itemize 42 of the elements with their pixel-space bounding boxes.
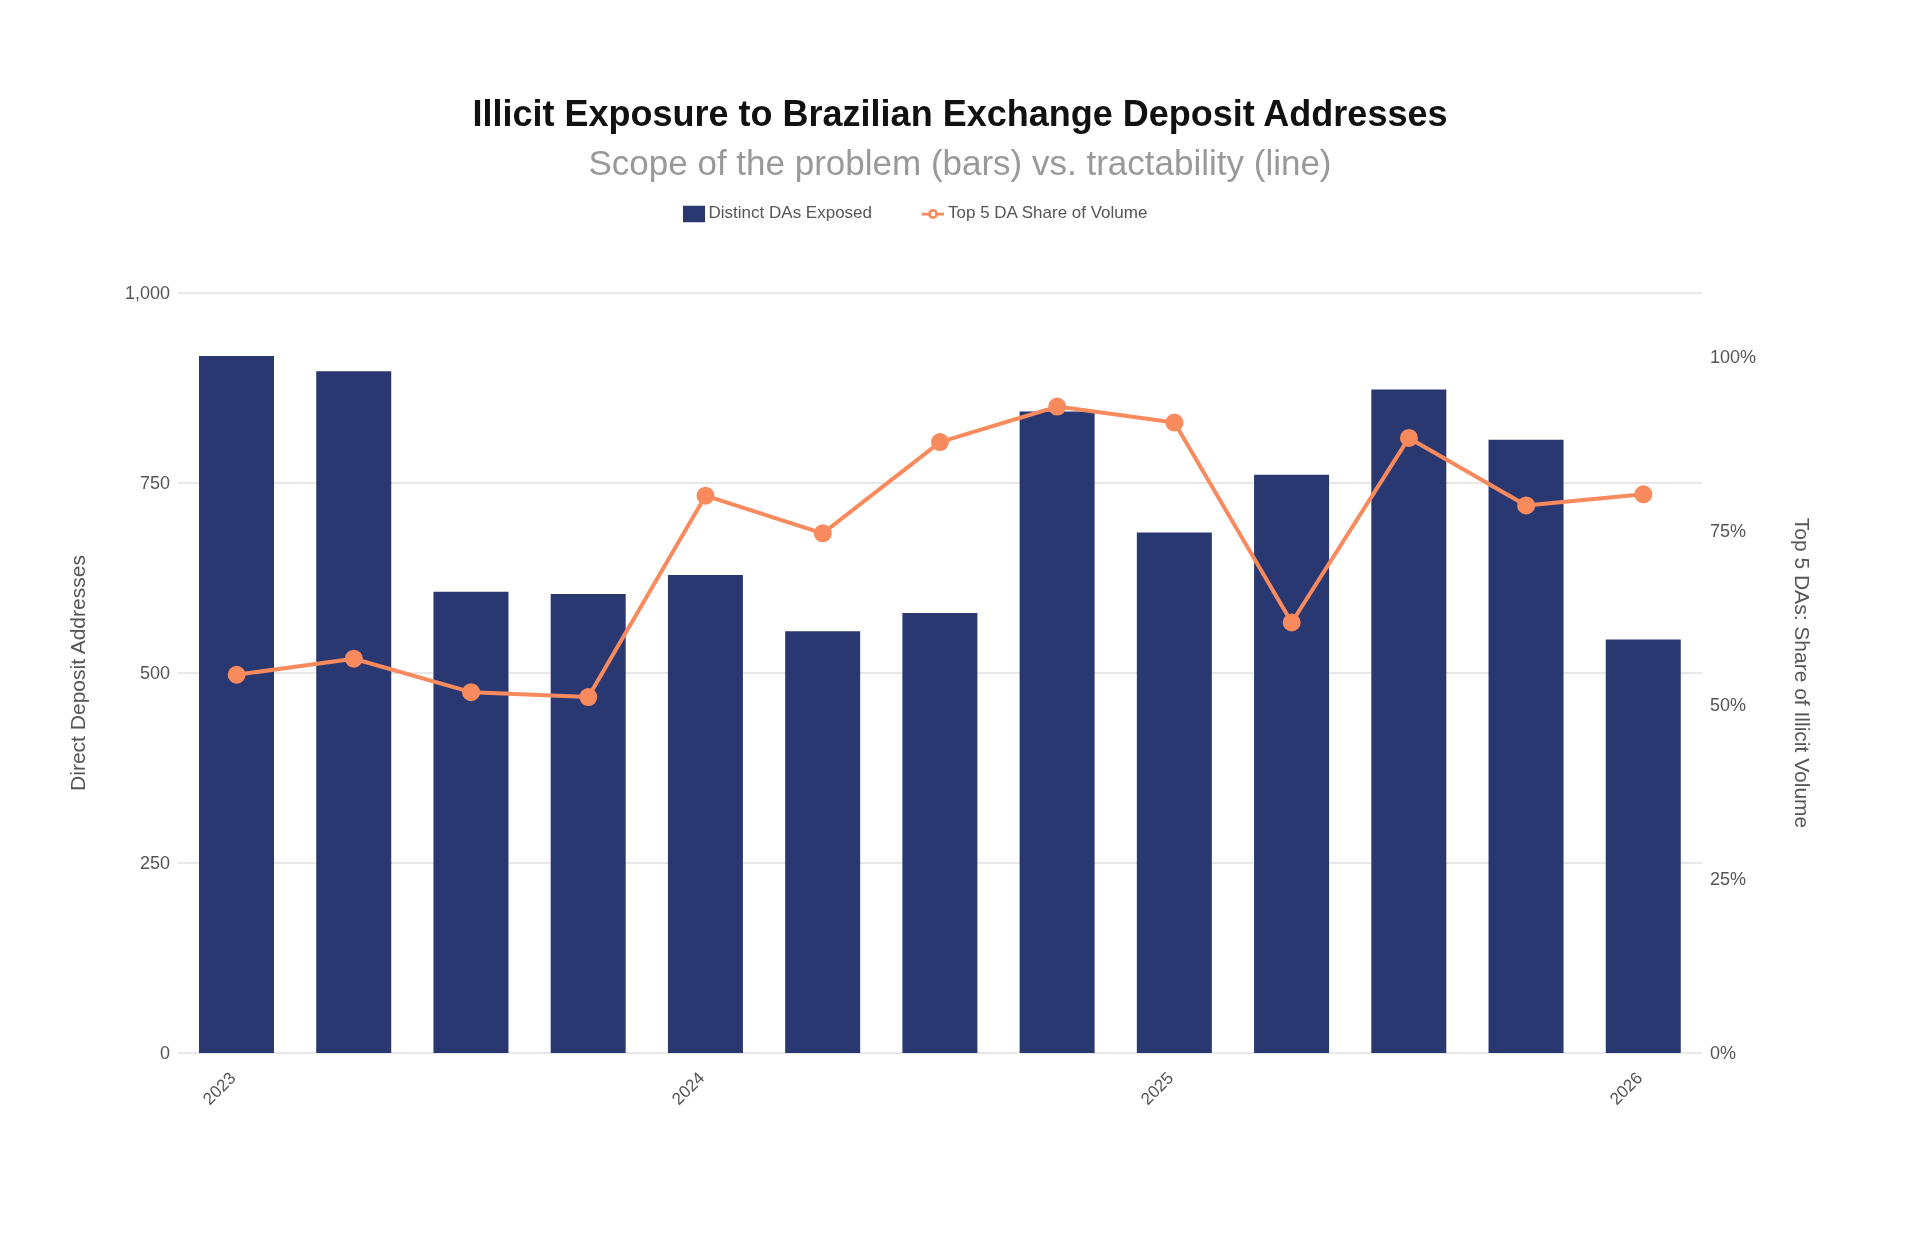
point [931, 433, 949, 452]
y2-tick-label: 0% [1710, 1043, 1737, 1064]
y-tick-label: 500 [139, 663, 170, 684]
bar [785, 631, 861, 1053]
bar [199, 356, 274, 1053]
point [344, 649, 363, 668]
point [579, 688, 598, 707]
legend-label: Top 5 DA Share of Volume [948, 203, 1148, 223]
point [1517, 496, 1536, 515]
chart-subtitle: Scope of the problem (bars) vs. tractability (line) [587, 143, 1333, 183]
y-tick-label: 250 [139, 853, 170, 874]
point [462, 683, 481, 702]
y2-tick-label: 25% [1710, 869, 1747, 890]
bar [1254, 474, 1330, 1053]
point [696, 486, 715, 505]
point [227, 665, 246, 684]
bar [1605, 639, 1681, 1053]
bar [1019, 411, 1095, 1053]
y2-tick-label: 50% [1710, 695, 1747, 716]
y-tick-label: 1,000 [124, 283, 170, 304]
bar [316, 371, 392, 1053]
point [1165, 413, 1184, 432]
bar [1136, 532, 1212, 1053]
bar [1371, 389, 1447, 1053]
y-tick-label: 750 [139, 473, 170, 494]
y2-tick-label: 100% [1710, 346, 1757, 367]
point [1048, 397, 1067, 416]
bar [1488, 439, 1564, 1053]
y-axis-title: Direct Deposit Addresses [66, 555, 90, 791]
y2-axis-title: Top 5 DAs: Share of Illicit Volume [1790, 517, 1814, 829]
point [813, 524, 832, 543]
bar [433, 591, 509, 1053]
chart-title: Illicit Exposure to Brazilian Exchange Deposit Addresses [471, 93, 1449, 135]
point [1282, 613, 1301, 632]
point [1634, 485, 1653, 504]
bar [667, 574, 743, 1053]
y-tick-label: 0 [159, 1043, 170, 1064]
point [1399, 428, 1418, 447]
bar [550, 593, 626, 1053]
y2-tick-label: 75% [1710, 520, 1747, 541]
legend-label: Distinct DAs Exposed [708, 203, 873, 223]
bar [902, 612, 978, 1053]
